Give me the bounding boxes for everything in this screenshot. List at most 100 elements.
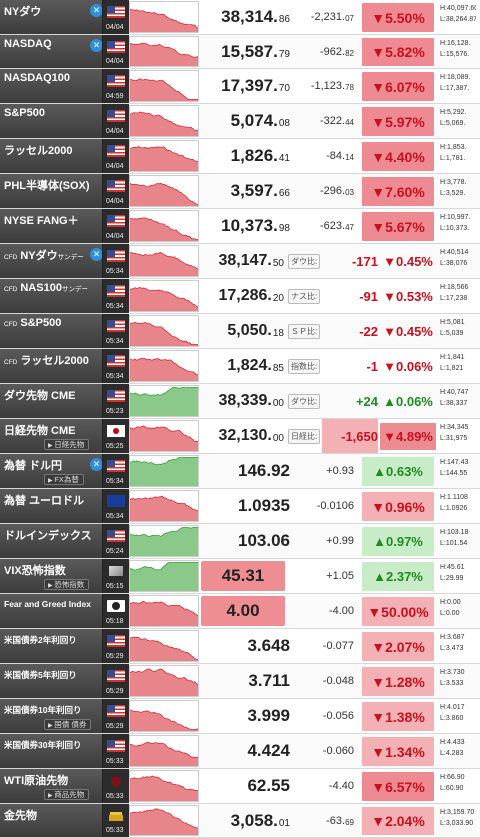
instrument-name-cell[interactable]: NYSE FANG＋ bbox=[0, 209, 103, 243]
instrument-name[interactable]: Fear and Greed Index bbox=[4, 599, 91, 609]
market-row[interactable]: Fear and Greed Index 05:18 4.00 -4.00 ▼50.00… bbox=[0, 594, 480, 629]
market-row[interactable]: VIX恐怖指数 ▶ 恐怖指数 05:15 45.31 +1.05 ▲2.37% H:45.6… bbox=[0, 559, 480, 594]
sparkline-chart[interactable] bbox=[129, 630, 199, 662]
category-link-button[interactable]: ▶ 日経先物 bbox=[44, 439, 90, 450]
market-row[interactable]: NYSE FANG＋ 04/04 10,373. 98 -623. 47 ▼5.67% H:1… bbox=[0, 209, 480, 244]
sparkline-chart[interactable] bbox=[129, 175, 199, 207]
instrument-name[interactable]: 米国債券10年利回り bbox=[4, 704, 81, 716]
sparkline-chart[interactable] bbox=[129, 595, 199, 627]
sparkline-chart[interactable] bbox=[129, 560, 199, 592]
market-row[interactable]: NASDAQ100 04:59 17,397. 70 -1,123. 78 ▼6.07% H:… bbox=[0, 69, 480, 104]
market-row[interactable]: 米国債券30年利回り 05:33 4.424 -0.060 ▼1.34% H:4.433 L… bbox=[0, 734, 480, 769]
instrument-name-cell[interactable]: 為替 ユーロドル bbox=[0, 489, 103, 523]
instrument-name[interactable]: 金先物 bbox=[4, 807, 37, 823]
instrument-name-cell[interactable]: NYダウ ✕ bbox=[0, 0, 103, 34]
instrument-name[interactable]: S&P500 bbox=[4, 107, 45, 119]
instrument-name-cell[interactable]: PHL半導体(SOX) bbox=[0, 174, 103, 208]
instrument-name[interactable]: 米国債券5年利回り bbox=[4, 669, 77, 681]
instrument-name[interactable]: 為替 ドル円 bbox=[4, 457, 62, 473]
instrument-name-cell[interactable]: CFD NAS100サンデー bbox=[0, 279, 103, 313]
instrument-name-cell[interactable]: VIX恐怖指数 ▶ 恐怖指数 bbox=[0, 559, 103, 593]
instrument-name[interactable]: NYSE FANG＋ bbox=[4, 212, 79, 228]
instrument-name-cell[interactable]: 為替 ドル円 ✕ ▶ FX為替 bbox=[0, 454, 103, 488]
instrument-name-cell[interactable]: NASDAQ ✕ bbox=[0, 35, 103, 68]
instrument-name-cell[interactable]: CFD NYダウサンデー ✕ bbox=[0, 244, 103, 278]
market-row[interactable]: NASDAQ ✕ 04/04 15,587. 79 -962. 82 ▼5.82% H:16,1… bbox=[0, 35, 480, 69]
instrument-name[interactable]: 米国債券30年利回り bbox=[4, 739, 81, 751]
sparkline-chart[interactable] bbox=[129, 490, 199, 522]
instrument-name[interactable]: VIX恐怖指数 bbox=[4, 562, 66, 578]
x-share-icon[interactable]: ✕ bbox=[90, 458, 102, 471]
market-row[interactable]: ダウ先物 CME 05:23 38,339. 00 ダウ比: +24 ▲0.06% H:40,… bbox=[0, 384, 480, 419]
market-row[interactable]: 米国債券2年利回り 05:29 3.648 -0.077 ▼2.07% H:3.687 L:… bbox=[0, 629, 480, 664]
market-row[interactable]: CFD ラッセル2000 05:34 1,824. 85 指数比: -1 ▼0.06% H:1,… bbox=[0, 349, 480, 384]
sparkline-chart[interactable] bbox=[129, 455, 199, 487]
instrument-name[interactable]: NYダウ bbox=[4, 3, 41, 19]
sparkline-chart[interactable] bbox=[129, 105, 199, 137]
market-row[interactable]: 金先物 05:33 3,058. 01 -63. 69 ▼2.04% H:3,159.70 L:… bbox=[0, 804, 480, 838]
market-row[interactable]: 為替 ユーロドル 05:34 1.0935 -0.0106 ▼0.96% H:1.1108… bbox=[0, 489, 480, 524]
sparkline-chart[interactable] bbox=[129, 525, 199, 557]
instrument-name-cell[interactable]: 日経先物 CME ▶ 日経先物 bbox=[0, 419, 103, 453]
sparkline-chart[interactable] bbox=[129, 420, 199, 452]
category-link-button[interactable]: ▶ 国債 債券 bbox=[44, 719, 92, 730]
instrument-name[interactable]: CFD ラッセル2000 bbox=[4, 352, 89, 368]
sparkline-chart[interactable] bbox=[129, 245, 199, 277]
sparkline-chart[interactable] bbox=[129, 315, 199, 347]
x-share-icon[interactable]: ✕ bbox=[90, 39, 102, 52]
instrument-name-cell[interactable]: ラッセル2000 bbox=[0, 139, 103, 173]
market-row[interactable]: S&P500 04/04 5,074. 08 -322. 44 ▼5.97% H:5,292.… bbox=[0, 104, 480, 139]
instrument-name-cell[interactable]: 米国債券10年利回り ▶ 国債 債券 bbox=[0, 699, 103, 733]
instrument-name[interactable]: WTI原油先物 bbox=[4, 772, 68, 788]
instrument-name-cell[interactable]: S&P500 bbox=[0, 104, 103, 138]
instrument-name-cell[interactable]: CFD S&P500 bbox=[0, 314, 103, 348]
instrument-name-cell[interactable]: 米国債券5年利回り bbox=[0, 664, 103, 698]
instrument-name-cell[interactable]: 米国債券2年利回り bbox=[0, 629, 103, 663]
instrument-name[interactable]: CFD NAS100サンデー bbox=[4, 282, 88, 294]
instrument-name[interactable]: 米国債券2年利回り bbox=[4, 634, 77, 646]
market-row[interactable]: CFD NAS100サンデー 05:34 17,286. 20 ナス比: -91 ▼0.53%… bbox=[0, 279, 480, 314]
market-row[interactable]: NYダウ ✕ 04/04 38,314. 86 -2,231. 07 ▼5.50% H:40,0… bbox=[0, 0, 480, 35]
instrument-name[interactable]: PHL半導体(SOX) bbox=[4, 177, 90, 193]
market-row[interactable]: WTI原油先物 ▶ 商品先物 05:33 62.55 -4.40 ▼6.57% H:66.9… bbox=[0, 769, 480, 804]
sparkline-chart[interactable] bbox=[129, 350, 199, 382]
sparkline-chart[interactable] bbox=[129, 140, 199, 172]
sparkline-chart[interactable] bbox=[129, 1, 199, 33]
sparkline-chart[interactable] bbox=[129, 770, 199, 802]
x-share-icon[interactable]: ✕ bbox=[90, 248, 102, 261]
instrument-name[interactable]: NASDAQ100 bbox=[4, 72, 70, 84]
instrument-name[interactable]: 日経先物 CME bbox=[4, 422, 76, 438]
market-row[interactable]: CFD S&P500 05:34 5,050. 18 ＳＰ比: -22 ▼0.45% H:5,0… bbox=[0, 314, 480, 349]
sparkline-chart[interactable] bbox=[129, 385, 199, 417]
instrument-name-cell[interactable]: ダウ先物 CME bbox=[0, 384, 103, 418]
sparkline-chart[interactable] bbox=[129, 805, 199, 836]
instrument-name[interactable]: 為替 ユーロドル bbox=[4, 492, 84, 508]
market-row[interactable]: PHL半導体(SOX) 04/04 3,597. 66 -296. 03 ▼7.60% H:3… bbox=[0, 174, 480, 209]
category-link-button[interactable]: ▶ 恐怖指数 bbox=[44, 579, 90, 590]
market-row[interactable]: ラッセル2000 04/04 1,826. 41 -84. 14 ▼4.40% H:1,853… bbox=[0, 139, 480, 174]
market-row[interactable]: 米国債券5年利回り 05:29 3.711 -0.048 ▼1.28% H:3.730 L:… bbox=[0, 664, 480, 699]
instrument-name[interactable]: ダウ先物 CME bbox=[4, 387, 76, 403]
instrument-name-cell[interactable]: 金先物 bbox=[0, 804, 103, 837]
market-row[interactable]: CFD NYダウサンデー ✕ 05:34 38,147. 50 ダウ比: -171 ▼0.45%… bbox=[0, 244, 480, 279]
market-row[interactable]: ドルインデックス 05:24 103.06 +0.99 ▲0.97% H:103.18 L:… bbox=[0, 524, 480, 559]
sparkline-chart[interactable] bbox=[129, 735, 199, 767]
instrument-name-cell[interactable]: ドルインデックス bbox=[0, 524, 103, 558]
sparkline-chart[interactable] bbox=[129, 665, 199, 697]
market-row[interactable]: 日経先物 CME ▶ 日経先物 05:25 32,130. 00 日経比: -1,650 ▼4… bbox=[0, 419, 480, 454]
sparkline-chart[interactable] bbox=[129, 700, 199, 732]
instrument-name[interactable]: CFD S&P500 bbox=[4, 317, 61, 329]
instrument-name-cell[interactable]: NASDAQ100 bbox=[0, 69, 103, 103]
category-link-button[interactable]: ▶ 商品先物 bbox=[44, 789, 90, 800]
instrument-name-cell[interactable]: WTI原油先物 ▶ 商品先物 bbox=[0, 769, 103, 803]
instrument-name[interactable]: NASDAQ bbox=[4, 38, 52, 50]
instrument-name[interactable]: ドルインデックス bbox=[4, 527, 92, 543]
instrument-name[interactable]: CFD NYダウサンデー bbox=[4, 247, 84, 263]
sparkline-chart[interactable] bbox=[129, 280, 199, 312]
instrument-name[interactable]: ラッセル2000 bbox=[4, 142, 72, 158]
market-row[interactable]: 米国債券10年利回り ▶ 国債 債券 05:29 3.999 -0.056 ▼1.38% H… bbox=[0, 699, 480, 734]
sparkline-chart[interactable] bbox=[129, 210, 199, 242]
instrument-name-cell[interactable]: CFD ラッセル2000 bbox=[0, 349, 103, 383]
x-share-icon[interactable]: ✕ bbox=[90, 4, 102, 17]
market-row[interactable]: 為替 ドル円 ✕ ▶ FX為替 05:34 146.92 +0.93 ▲0.63% H:147… bbox=[0, 454, 480, 489]
